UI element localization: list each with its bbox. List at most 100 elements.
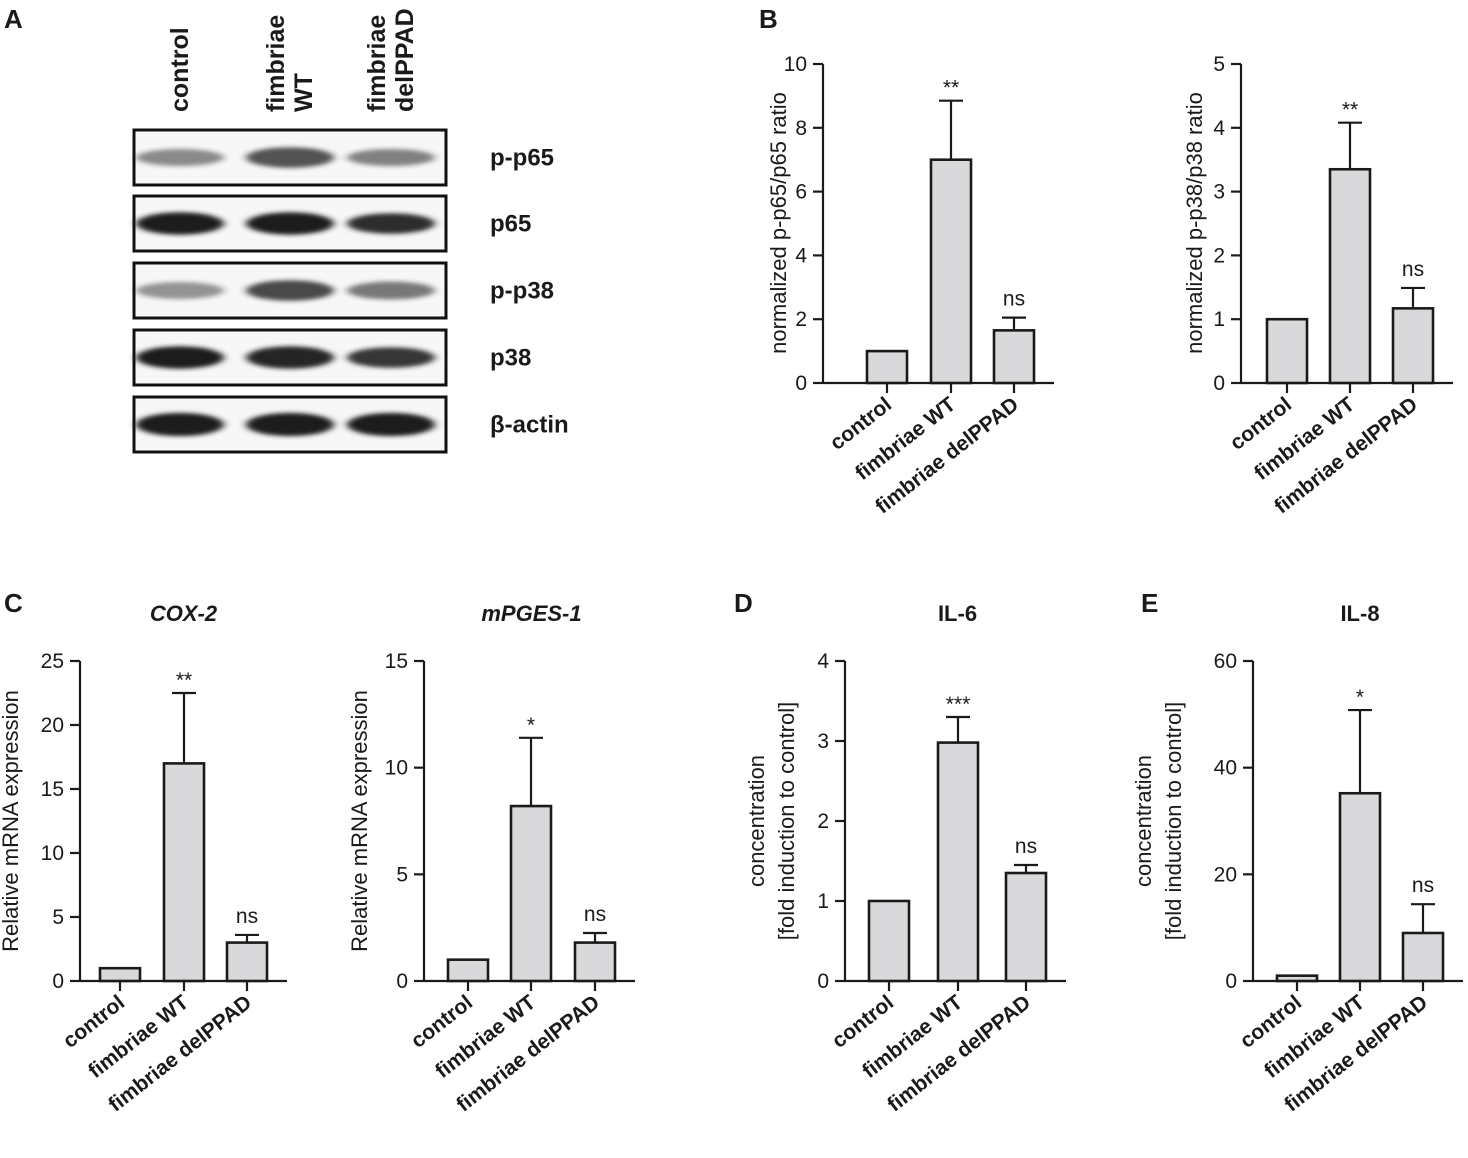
y-axis-label: normalized p-p65/p65 ratio xyxy=(766,92,791,354)
significance-label: ns xyxy=(1412,874,1434,897)
significance-label: * xyxy=(1356,686,1364,709)
y-tick-label: 5 xyxy=(52,906,64,929)
bar xyxy=(98,966,142,983)
y-tick-label: 3 xyxy=(817,730,829,753)
protein-band xyxy=(136,346,224,369)
y-tick-label: 8 xyxy=(795,117,807,140)
lane-label: WT xyxy=(290,73,318,112)
y-tick-label: 0 xyxy=(795,372,807,395)
y-tick-label: 2 xyxy=(1213,244,1225,267)
chart-6: 0 20 40 60 concentration [fold induction to c… xyxy=(1131,601,1463,1116)
y-tick-label: 2 xyxy=(795,308,807,331)
bar xyxy=(1391,307,1435,385)
bar xyxy=(1265,317,1309,385)
y-tick-label: 5 xyxy=(396,863,408,886)
y-axis-label: Relative mRNA expression xyxy=(0,690,23,952)
y-tick-label: 15 xyxy=(41,778,64,801)
protein-band xyxy=(246,212,334,235)
bar xyxy=(446,958,490,983)
y-tick-label: 10 xyxy=(784,53,807,76)
significance-label: *** xyxy=(946,693,971,716)
y-tick-label: 10 xyxy=(385,757,408,780)
protein-band xyxy=(246,412,334,437)
significance-label: ** xyxy=(943,77,959,100)
y-tick-label: 6 xyxy=(795,181,807,204)
band-label: p-p38 xyxy=(490,278,554,305)
y-tick-label: 3 xyxy=(1213,181,1225,204)
band-label: p65 xyxy=(490,211,531,238)
significance-label: ns xyxy=(1402,258,1424,281)
significance-label: * xyxy=(527,714,535,737)
y-tick-label: 10 xyxy=(41,842,64,865)
protein-band xyxy=(136,149,224,166)
bar xyxy=(867,899,911,983)
protein-band xyxy=(136,282,224,299)
y-tick-label: 4 xyxy=(795,244,807,267)
protein-band xyxy=(347,213,435,234)
bar xyxy=(1275,974,1319,983)
bar xyxy=(992,329,1036,385)
bar xyxy=(936,741,980,983)
significance-label: ns xyxy=(1003,288,1025,311)
bar xyxy=(1338,791,1382,983)
protein-band xyxy=(347,412,435,437)
bar xyxy=(573,941,617,983)
y-tick-label: 4 xyxy=(1213,117,1225,140)
protein-band xyxy=(136,212,224,235)
panel-letter-b: B xyxy=(759,4,778,34)
y-tick-label: 4 xyxy=(817,650,829,673)
chart-title: IL-8 xyxy=(1340,601,1379,626)
chart-title: IL-6 xyxy=(938,601,977,626)
lane-label: control xyxy=(166,27,194,112)
bar xyxy=(1004,871,1048,983)
bar xyxy=(509,804,553,983)
protein-band xyxy=(347,149,435,166)
panel-letter-d: D xyxy=(734,588,753,618)
protein-band xyxy=(246,346,334,369)
band-label: p-p65 xyxy=(490,145,554,172)
chart-title: COX-2 xyxy=(150,601,218,626)
significance-label: ns xyxy=(236,905,258,928)
protein-band xyxy=(246,280,334,301)
panel-letter-c: C xyxy=(4,588,23,618)
y-tick-label: 0 xyxy=(1225,970,1237,993)
y-tick-label: 20 xyxy=(41,714,64,737)
y-axis-label: concentration xyxy=(744,755,769,887)
y-tick-label: 0 xyxy=(1213,372,1225,395)
chart-5: 0 1 2 3 4 concentration [fold induction to con… xyxy=(744,601,1066,1116)
y-axis-label: [fold induction to control] xyxy=(774,702,799,940)
y-tick-label: 0 xyxy=(396,970,408,993)
bar xyxy=(865,349,909,385)
protein-band xyxy=(246,147,334,168)
y-axis-label: Relative mRNA expression xyxy=(347,690,372,952)
y-tick-label: 1 xyxy=(817,890,829,913)
protein-band xyxy=(136,412,224,437)
lane-label: fimbriae xyxy=(262,15,290,112)
bar xyxy=(1401,931,1445,983)
panel-letter-e: E xyxy=(1141,588,1158,618)
y-tick-label: 1 xyxy=(1213,308,1225,331)
y-tick-label: 40 xyxy=(1214,757,1237,780)
protein-band xyxy=(347,281,435,300)
y-tick-label: 25 xyxy=(41,650,64,673)
lane-label: delPPAD xyxy=(391,8,419,112)
y-tick-label: 0 xyxy=(817,970,829,993)
significance-label: ** xyxy=(1342,99,1358,122)
y-axis-label: concentration xyxy=(1131,755,1156,887)
significance-label: ** xyxy=(176,669,192,692)
y-tick-label: 0 xyxy=(52,970,64,993)
bar xyxy=(162,762,206,983)
chart-title: mPGES-1 xyxy=(481,601,581,626)
protein-band xyxy=(347,347,435,368)
significance-label: ns xyxy=(1015,835,1037,858)
western-blot: control fimbriae WT fimbriae delPPADp-p65p65… xyxy=(132,8,569,454)
y-tick-label: 20 xyxy=(1214,863,1237,886)
band-label: p38 xyxy=(490,345,531,372)
y-tick-label: 15 xyxy=(385,650,408,673)
bar xyxy=(1328,167,1372,385)
